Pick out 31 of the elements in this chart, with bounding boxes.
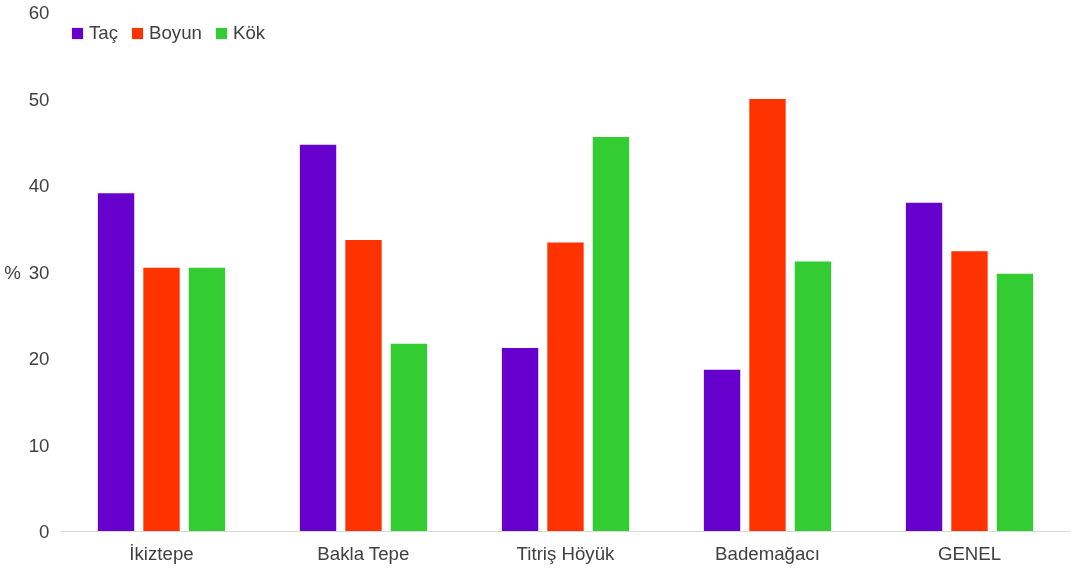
- y-tick-label: 30: [28, 261, 50, 283]
- bar: [188, 267, 226, 532]
- bar: [749, 99, 786, 532]
- bar: [390, 343, 428, 532]
- bar: [592, 137, 630, 532]
- y-axis-title: %: [4, 261, 21, 283]
- x-tick-label: Bakla Tepe: [317, 542, 410, 564]
- legend-label: Taç: [89, 22, 119, 44]
- legend-label: Boyun: [149, 22, 202, 44]
- bar: [299, 144, 337, 532]
- y-tick-label: 20: [28, 348, 50, 369]
- bar: [143, 267, 180, 532]
- y-tick-label: 60: [28, 2, 50, 23]
- x-tick-label: Titriş Höyük: [516, 542, 616, 564]
- x-tick-label: GENEL: [937, 542, 1002, 564]
- bar: [794, 261, 832, 532]
- bar: [996, 273, 1034, 532]
- bar: [905, 202, 943, 532]
- y-tick-label: 40: [28, 175, 50, 196]
- bar: [547, 242, 584, 532]
- bar: [501, 348, 539, 532]
- y-tick-label: 50: [28, 88, 50, 110]
- bar: [345, 239, 382, 532]
- bar: [703, 369, 741, 532]
- bar: [951, 251, 988, 532]
- legend-label: Kök: [232, 22, 266, 44]
- x-tick-label: İkiztepe: [129, 542, 194, 564]
- x-tick-label: Bademağacı: [715, 542, 820, 564]
- bar: [97, 193, 135, 532]
- y-tick-label: 10: [28, 434, 50, 456]
- y-tick-label: 0: [39, 521, 50, 542]
